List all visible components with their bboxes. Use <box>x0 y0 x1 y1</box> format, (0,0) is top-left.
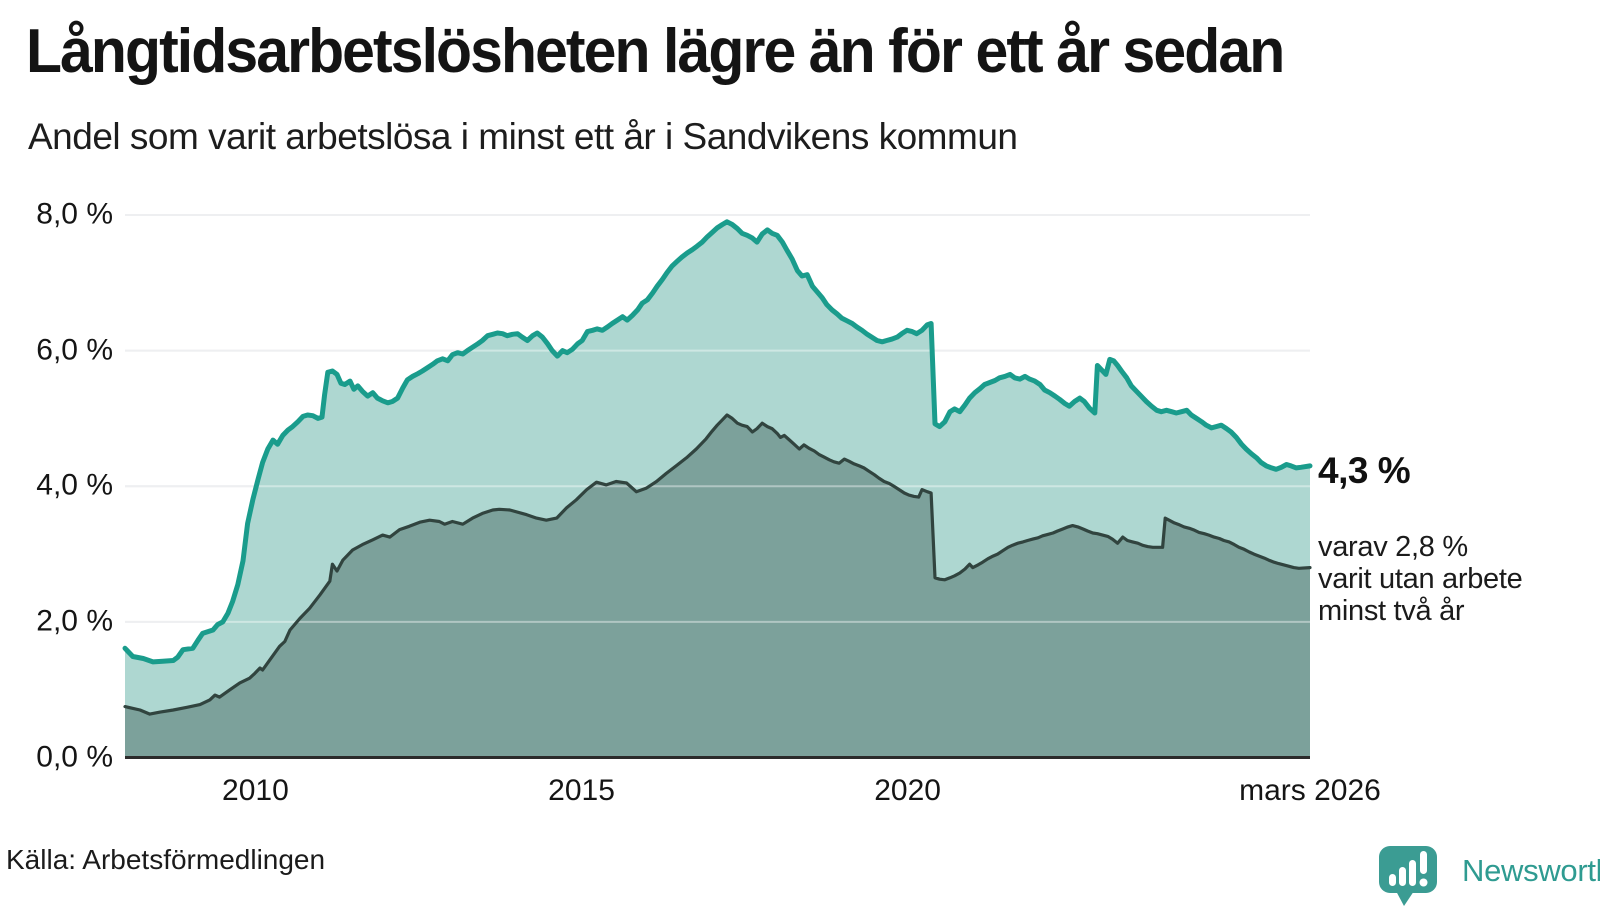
source-note: Källa: Arbetsförmedlingen <box>6 844 326 875</box>
latest-value-detail: varav 2,8 % varit utan arbete minst två … <box>1318 531 1523 627</box>
detail-line-1: varav 2,8 % <box>1318 531 1468 563</box>
latest-value-label: 4,3 % <box>1318 450 1411 491</box>
chart-subtitle: Andel som varit arbetslösa i minst ett å… <box>28 116 1018 157</box>
newsworthy-logo-text: Newsworthy <box>1462 853 1600 888</box>
page-title: Långtidsarbetslösheten lägre än för ett … <box>26 17 1285 86</box>
detail-line-2: varit utan arbete <box>1318 563 1523 595</box>
detail-line-3: minst två år <box>1318 595 1465 627</box>
newsworthy-logo: Newsworthy <box>1378 845 1600 909</box>
newsworthy-logo-icon <box>1379 846 1437 906</box>
